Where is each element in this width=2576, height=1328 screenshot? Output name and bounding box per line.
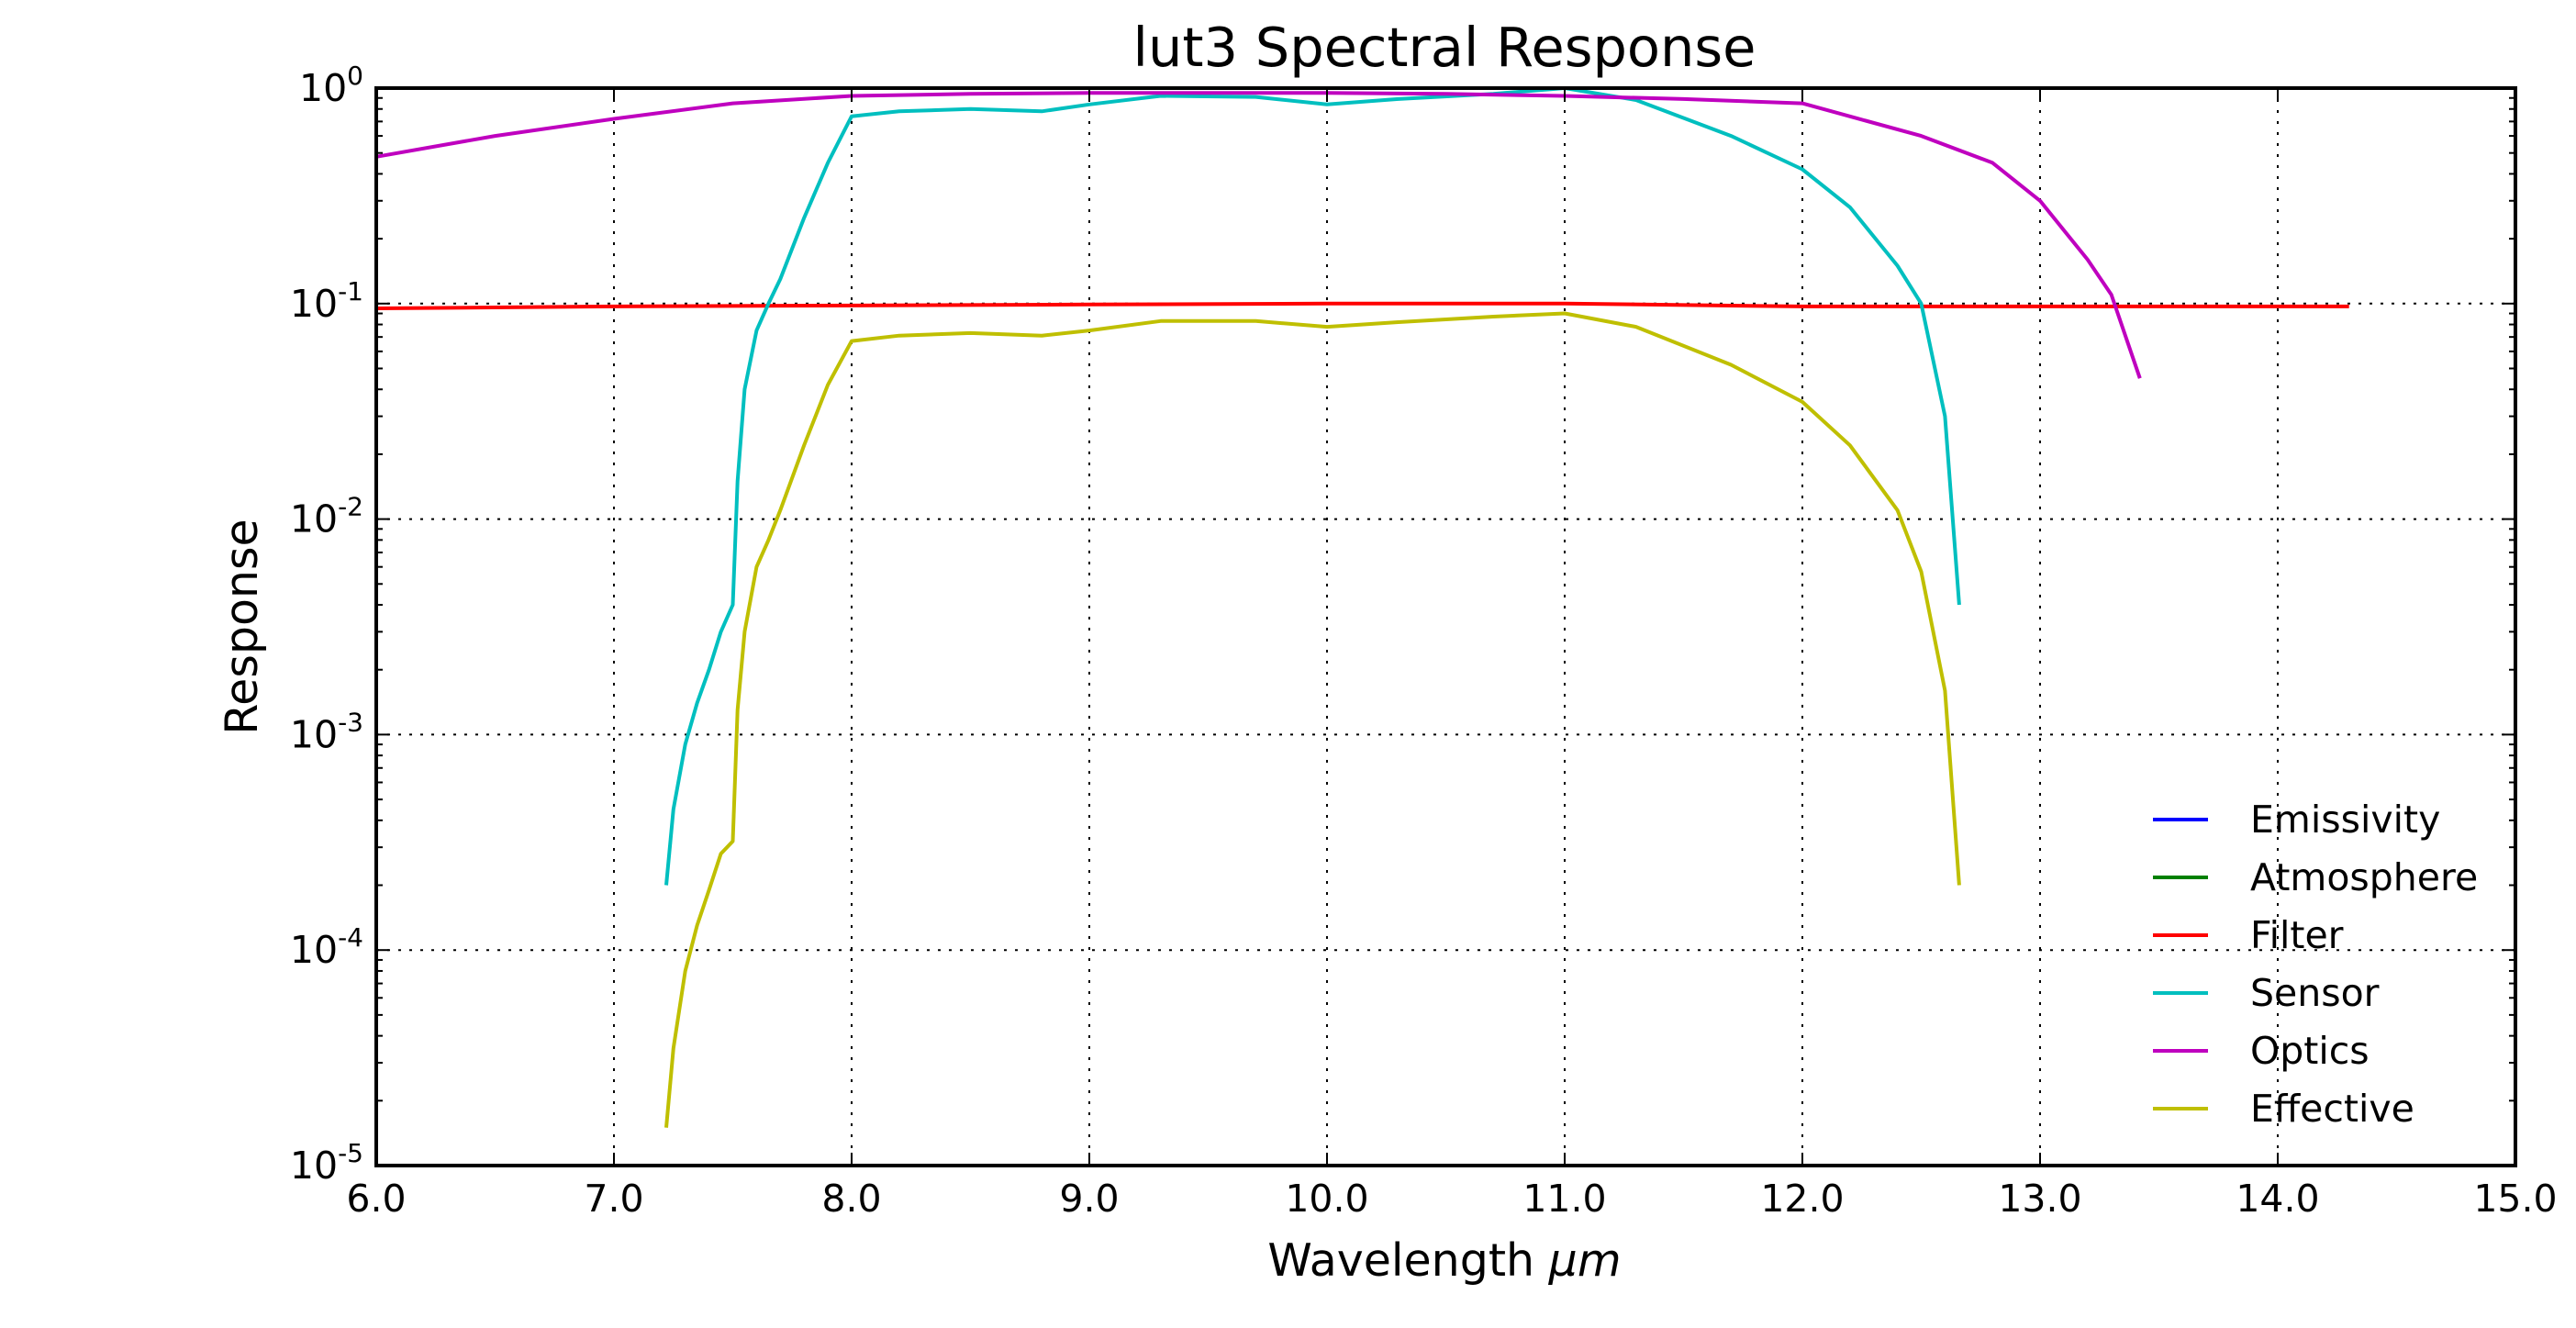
series-filter-line — [375, 301, 2349, 310]
x-tick-label: 10.0 — [1285, 1177, 1368, 1221]
chart-title: lut3 Spectral Response — [1133, 16, 1756, 79]
legend-label-emissivity: Emissivity — [2250, 798, 2440, 842]
x-tick-label: 11.0 — [1522, 1177, 1606, 1221]
y-axis-label: Response — [216, 519, 268, 734]
y-tick-label: 10-4 — [290, 922, 363, 972]
y-tick-label: 10-3 — [290, 707, 363, 756]
y-tick-label: 10-2 — [290, 492, 363, 541]
series-effective-line — [664, 311, 1961, 1128]
x-tick-label: 9.0 — [1059, 1177, 1119, 1221]
y-tick-label: 100 — [299, 61, 363, 110]
legend: Emissivity Atmosphere Filter Sensor Optics Ef… — [2153, 798, 2478, 1131]
x-tick-labels: 6.0 7.0 8.0 9.0 10.0 11.0 12.0 13.0 14.0 15.0 — [346, 1177, 2557, 1221]
y-tick-labels: 10-5 10-4 10-3 10-2 10-1 100 — [290, 61, 363, 1188]
x-tick-label: 13.0 — [1998, 1177, 2081, 1221]
legend-label-sensor: Sensor — [2250, 971, 2380, 1015]
x-tick-label: 14.0 — [2236, 1177, 2319, 1221]
legend-label-effective: Effective — [2250, 1087, 2414, 1131]
series-optics-line — [375, 91, 2142, 379]
y-tick-label: 10-1 — [290, 276, 363, 326]
axis-ticks — [375, 87, 2516, 1166]
x-tick-label: 7.0 — [584, 1177, 643, 1221]
legend-label-filter: Filter — [2250, 913, 2344, 957]
legend-label-atmosphere: Atmosphere — [2250, 855, 2478, 899]
plot-area-frame — [374, 86, 2517, 1167]
x-tick-label: 6.0 — [346, 1177, 406, 1221]
series-sensor-line — [664, 86, 1961, 886]
y-tick-label: 10-5 — [290, 1138, 363, 1188]
x-tick-label: 8.0 — [821, 1177, 881, 1221]
legend-label-optics: Optics — [2250, 1029, 2370, 1073]
x-tick-label: 15.0 — [2473, 1177, 2557, 1221]
x-axis-label: Wavelength μm — [1267, 1234, 1621, 1287]
x-tick-label: 12.0 — [1760, 1177, 1844, 1221]
